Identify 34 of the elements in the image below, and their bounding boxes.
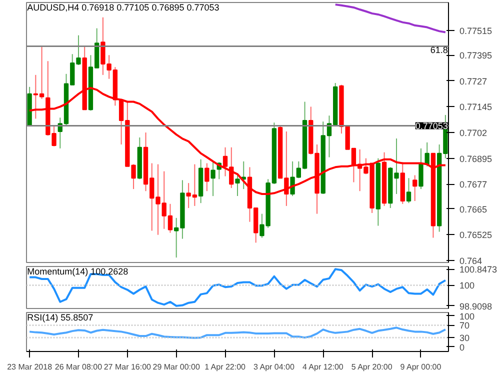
x-tick-label: 5 Apr 20:00 [351, 362, 393, 372]
y-tick-label: 0.7702 [460, 128, 488, 138]
x-tick-label: 27 Mar 16:00 [104, 362, 152, 372]
line-series [334, 4, 446, 34]
x-tick-label: 9 Apr 00:00 [400, 362, 442, 372]
ref-line-label: 0.77053 [415, 121, 448, 132]
y-tick-label: 0.7665 [460, 204, 488, 214]
y-tick-label: 0 [460, 342, 465, 352]
y-tick-label: 0.76525 [460, 230, 492, 240]
y-tick-label: 0.77515 [460, 26, 492, 36]
y-tick-label: 100.8473 [460, 264, 498, 275]
chart-title: AUDUSD,H4 0.76918 0.77105 0.76895 0.77053 [27, 2, 220, 12]
y-tick-label: 100 [460, 280, 475, 291]
y-tick-label: 0.764 [460, 256, 482, 266]
y-tick-label: 30 [460, 333, 470, 344]
y-tick-label: 0.7727 [460, 76, 488, 86]
y-tick-label: 98.9098 [460, 301, 492, 312]
y-tick-label: 0.77395 [460, 50, 492, 61]
line-series [28, 326, 446, 339]
y-tick-label: 0.77145 [460, 102, 492, 112]
x-tick-label: 26 Mar 08:00 [54, 362, 103, 372]
x-tick-label: 23 Mar 2018 [7, 362, 53, 372]
chart-title: RSI(14) 55.8507 [27, 312, 94, 322]
y-tick-label: 100 [460, 311, 475, 322]
x-tick-label: 4 Apr 12:00 [302, 362, 344, 372]
y-tick-label: 0.7677 [460, 180, 488, 190]
x-tick-label: 1 Apr 22:00 [204, 362, 246, 372]
x-tick-label: 29 Mar 00:00 [152, 362, 200, 372]
x-tick-label: 3 Apr 04:00 [254, 362, 295, 372]
y-tick-label: 70 [460, 320, 470, 331]
annotation: 61.8 [430, 45, 448, 56]
y-tick-label: 0.76895 [460, 154, 492, 164]
chart-title: Momentum(14) 100.2628 [27, 266, 128, 276]
line-series [28, 268, 446, 307]
